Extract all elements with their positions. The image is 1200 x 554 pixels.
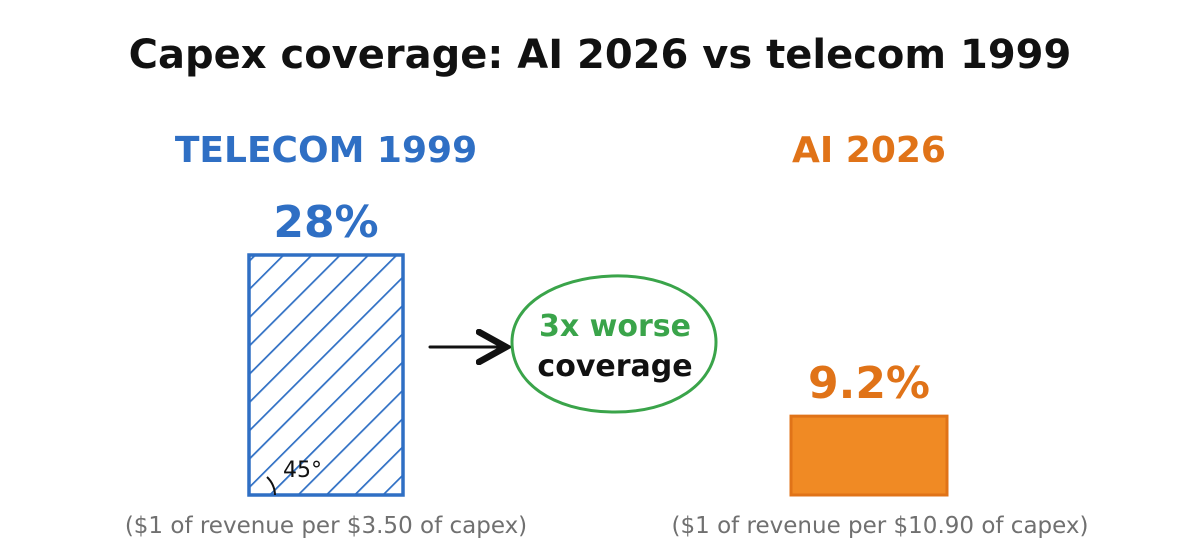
value-label: 9.2% (808, 358, 930, 409)
category-label: TELECOM 1999 (175, 130, 477, 171)
callout-line-1: 3x worse (539, 309, 691, 344)
bar-footnote: ($1 of revenue per $10.90 of capex) (672, 513, 1089, 539)
callout-ellipse (510, 274, 718, 414)
angle-arc (266, 476, 276, 496)
bar-ai-2026 (789, 414, 949, 497)
angle-label: 45° (283, 458, 322, 483)
value-label: 28% (273, 197, 378, 248)
category-label: AI 2026 (792, 130, 946, 171)
callout-line-2: coverage (537, 349, 692, 384)
bar-footnote: ($1 of revenue per $3.50 of capex) (125, 513, 527, 539)
bars-group: TELECOM 1999 45° 28% ($1 of revenue per $3.… (125, 130, 1089, 539)
chart-title: Capex coverage: AI 2026 vs telecom 1999 (129, 32, 1072, 78)
bar-telecom-1999 (247, 253, 405, 497)
